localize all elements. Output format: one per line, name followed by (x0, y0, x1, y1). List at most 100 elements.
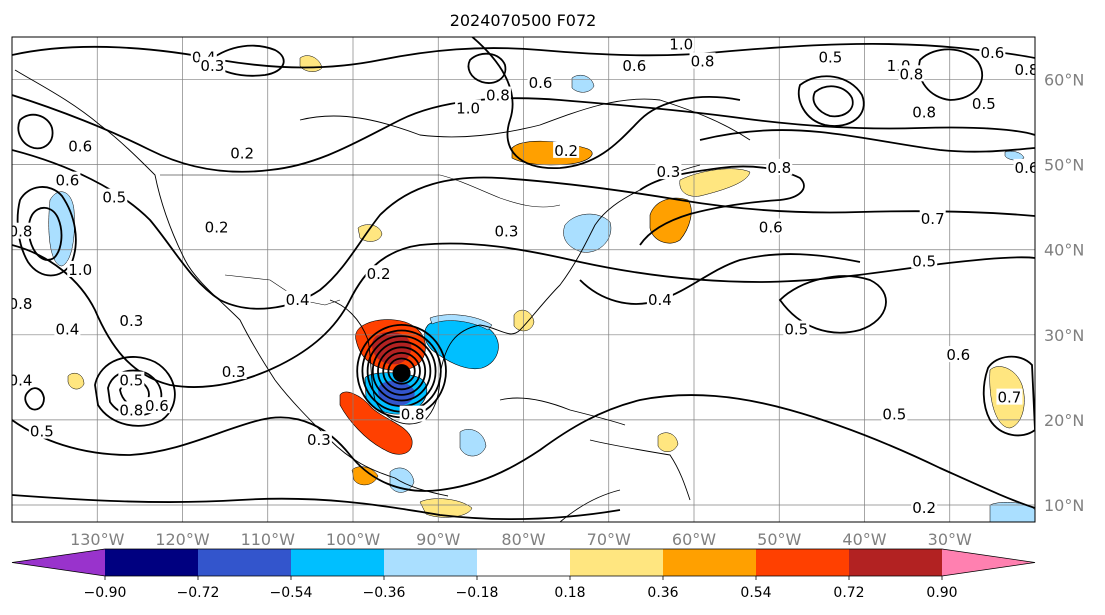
lon-tick-label: 80°W (501, 530, 545, 549)
warm-patch-storm-core (372, 331, 412, 365)
warm-patch-small-3 (657, 432, 679, 452)
colorbar-segment (198, 549, 292, 576)
cold-patch-small-5 (1004, 151, 1025, 161)
colorbar-segment (570, 549, 664, 576)
contour-label-bg (12, 222, 34, 239)
colorbar-tick-label: −0.90 (84, 585, 127, 601)
contour-label-bg (668, 37, 695, 52)
contour-label: 0.5 (119, 372, 143, 390)
lon-tick-label: 110°W (241, 530, 296, 549)
colorbar-tick-label: 0.54 (740, 585, 771, 601)
longitude-ticks: 130°W 120°W 110°W 100°W 90°W 80°W 70°W 60°W 50°W… (70, 530, 972, 549)
contour-line (918, 48, 984, 101)
lon-tick-label: 70°W (587, 530, 631, 549)
contour-label: 0.7 (997, 389, 1021, 407)
cold-patch-mid-atlantic (563, 213, 612, 253)
contour-label: 1.0 (669, 36, 693, 54)
contour-label: 1.0 (68, 261, 92, 279)
contour-label: 0.4 (55, 321, 79, 339)
contour-line (17, 113, 54, 150)
contour-label-bg (783, 320, 810, 337)
contour-label-bg (399, 405, 426, 422)
contour-label: 0.3 (656, 163, 680, 181)
contour-label-bg (898, 65, 925, 82)
contour-label-bg (143, 397, 170, 414)
colorbar-segment (756, 549, 850, 576)
contour-label: 0.5 (882, 406, 906, 424)
contour-label-bg (484, 86, 511, 103)
contour-label-bg (101, 188, 128, 205)
contour-label: 0.6 (759, 218, 783, 236)
colorbar (11, 548, 1036, 577)
border-us-canada (160, 174, 561, 208)
contour-labels: 0.40.30.20.20.60.60.50.80.81.00.40.30.40… (9, 36, 1039, 517)
contour-label: 0.8 (912, 104, 936, 122)
contour-label: 0.6 (145, 397, 169, 415)
colorbar-tick-label: −0.72 (177, 585, 220, 601)
lon-tick-label: 60°W (672, 530, 716, 549)
lon-tick-label: 100°W (326, 530, 381, 549)
lat-tick-label: 20°N (1044, 411, 1084, 430)
contour-label-bg (12, 371, 34, 388)
warm-patch-newfoundland (679, 168, 751, 197)
contour-label-bg (118, 371, 145, 388)
lat-tick-label: 40°N (1044, 241, 1084, 260)
contour-label: 0.8 (9, 295, 33, 313)
contour-label-bg (911, 499, 938, 516)
shaded-fields (48, 55, 1035, 522)
contour-label-bg (689, 52, 716, 69)
contour-label: 0.5 (102, 189, 126, 207)
storm-ring (382, 351, 421, 391)
contour-line (470, 37, 741, 169)
contour-label: 0.2 (912, 499, 936, 517)
contour-label: 0.3 (222, 363, 246, 381)
contour-label: 0.8 (401, 406, 425, 424)
warm-patch-mexico (339, 391, 413, 455)
lon-tick-label: 40°W (842, 530, 886, 549)
colorbar-segment (384, 549, 478, 576)
storm-ring (377, 346, 427, 396)
storm-center-marker (392, 364, 411, 383)
contour-label-bg (220, 363, 247, 380)
colorbar-tick-label: −0.54 (270, 585, 313, 601)
colorbar-extend-low (12, 549, 105, 576)
colorbar-segment (291, 549, 385, 576)
colorbar-segment (849, 549, 943, 576)
contour-line (24, 387, 45, 411)
warm-patch-small-6 (351, 466, 379, 486)
colorbar-segment (477, 549, 571, 576)
contour-label: 0.3 (495, 223, 519, 241)
contour-line (812, 85, 854, 118)
contour-line (778, 275, 887, 334)
contour-label: 0.6 (1015, 159, 1039, 177)
contour-label: 0.5 (818, 48, 842, 66)
contour-label: 0.6 (68, 138, 92, 156)
contour-label-bg (455, 99, 482, 116)
contour-label-bg (54, 320, 81, 337)
colorbar-tick-label: 0.18 (554, 585, 585, 601)
contour-line (94, 356, 176, 427)
contour-label: 0.3 (119, 312, 143, 330)
contour-label-bg (817, 48, 844, 65)
contour-label-bg (54, 171, 81, 188)
contour-label-bg (199, 56, 226, 73)
warm-patch-small-2 (513, 309, 535, 332)
contour-label-bg (979, 44, 1006, 61)
contour-line (12, 394, 1035, 509)
contour-label: 1.0 (456, 99, 480, 117)
warm-patch-small-4 (67, 373, 85, 390)
colorbar-tick-label: −0.18 (456, 585, 499, 601)
colorbar-tick-label: 0.36 (647, 585, 678, 601)
contour-label-bg (945, 346, 972, 363)
contour-label-bg (118, 401, 145, 418)
latitude-ticks: 10°N 20°N 30°N 40°N 50°N 60°N (1044, 71, 1084, 515)
colorbar-segment (663, 549, 757, 576)
contour-label: 0.8 (691, 53, 715, 71)
coastline-north-america-west (14, 69, 276, 381)
contour-label: 0.2 (367, 265, 391, 283)
coastline-caribbean (499, 397, 691, 501)
colorbar-tick-label: 0.90 (926, 585, 957, 601)
contour-label-bg (67, 260, 94, 277)
contour-label-bg (12, 295, 34, 312)
contour-label-bg (1013, 158, 1035, 175)
